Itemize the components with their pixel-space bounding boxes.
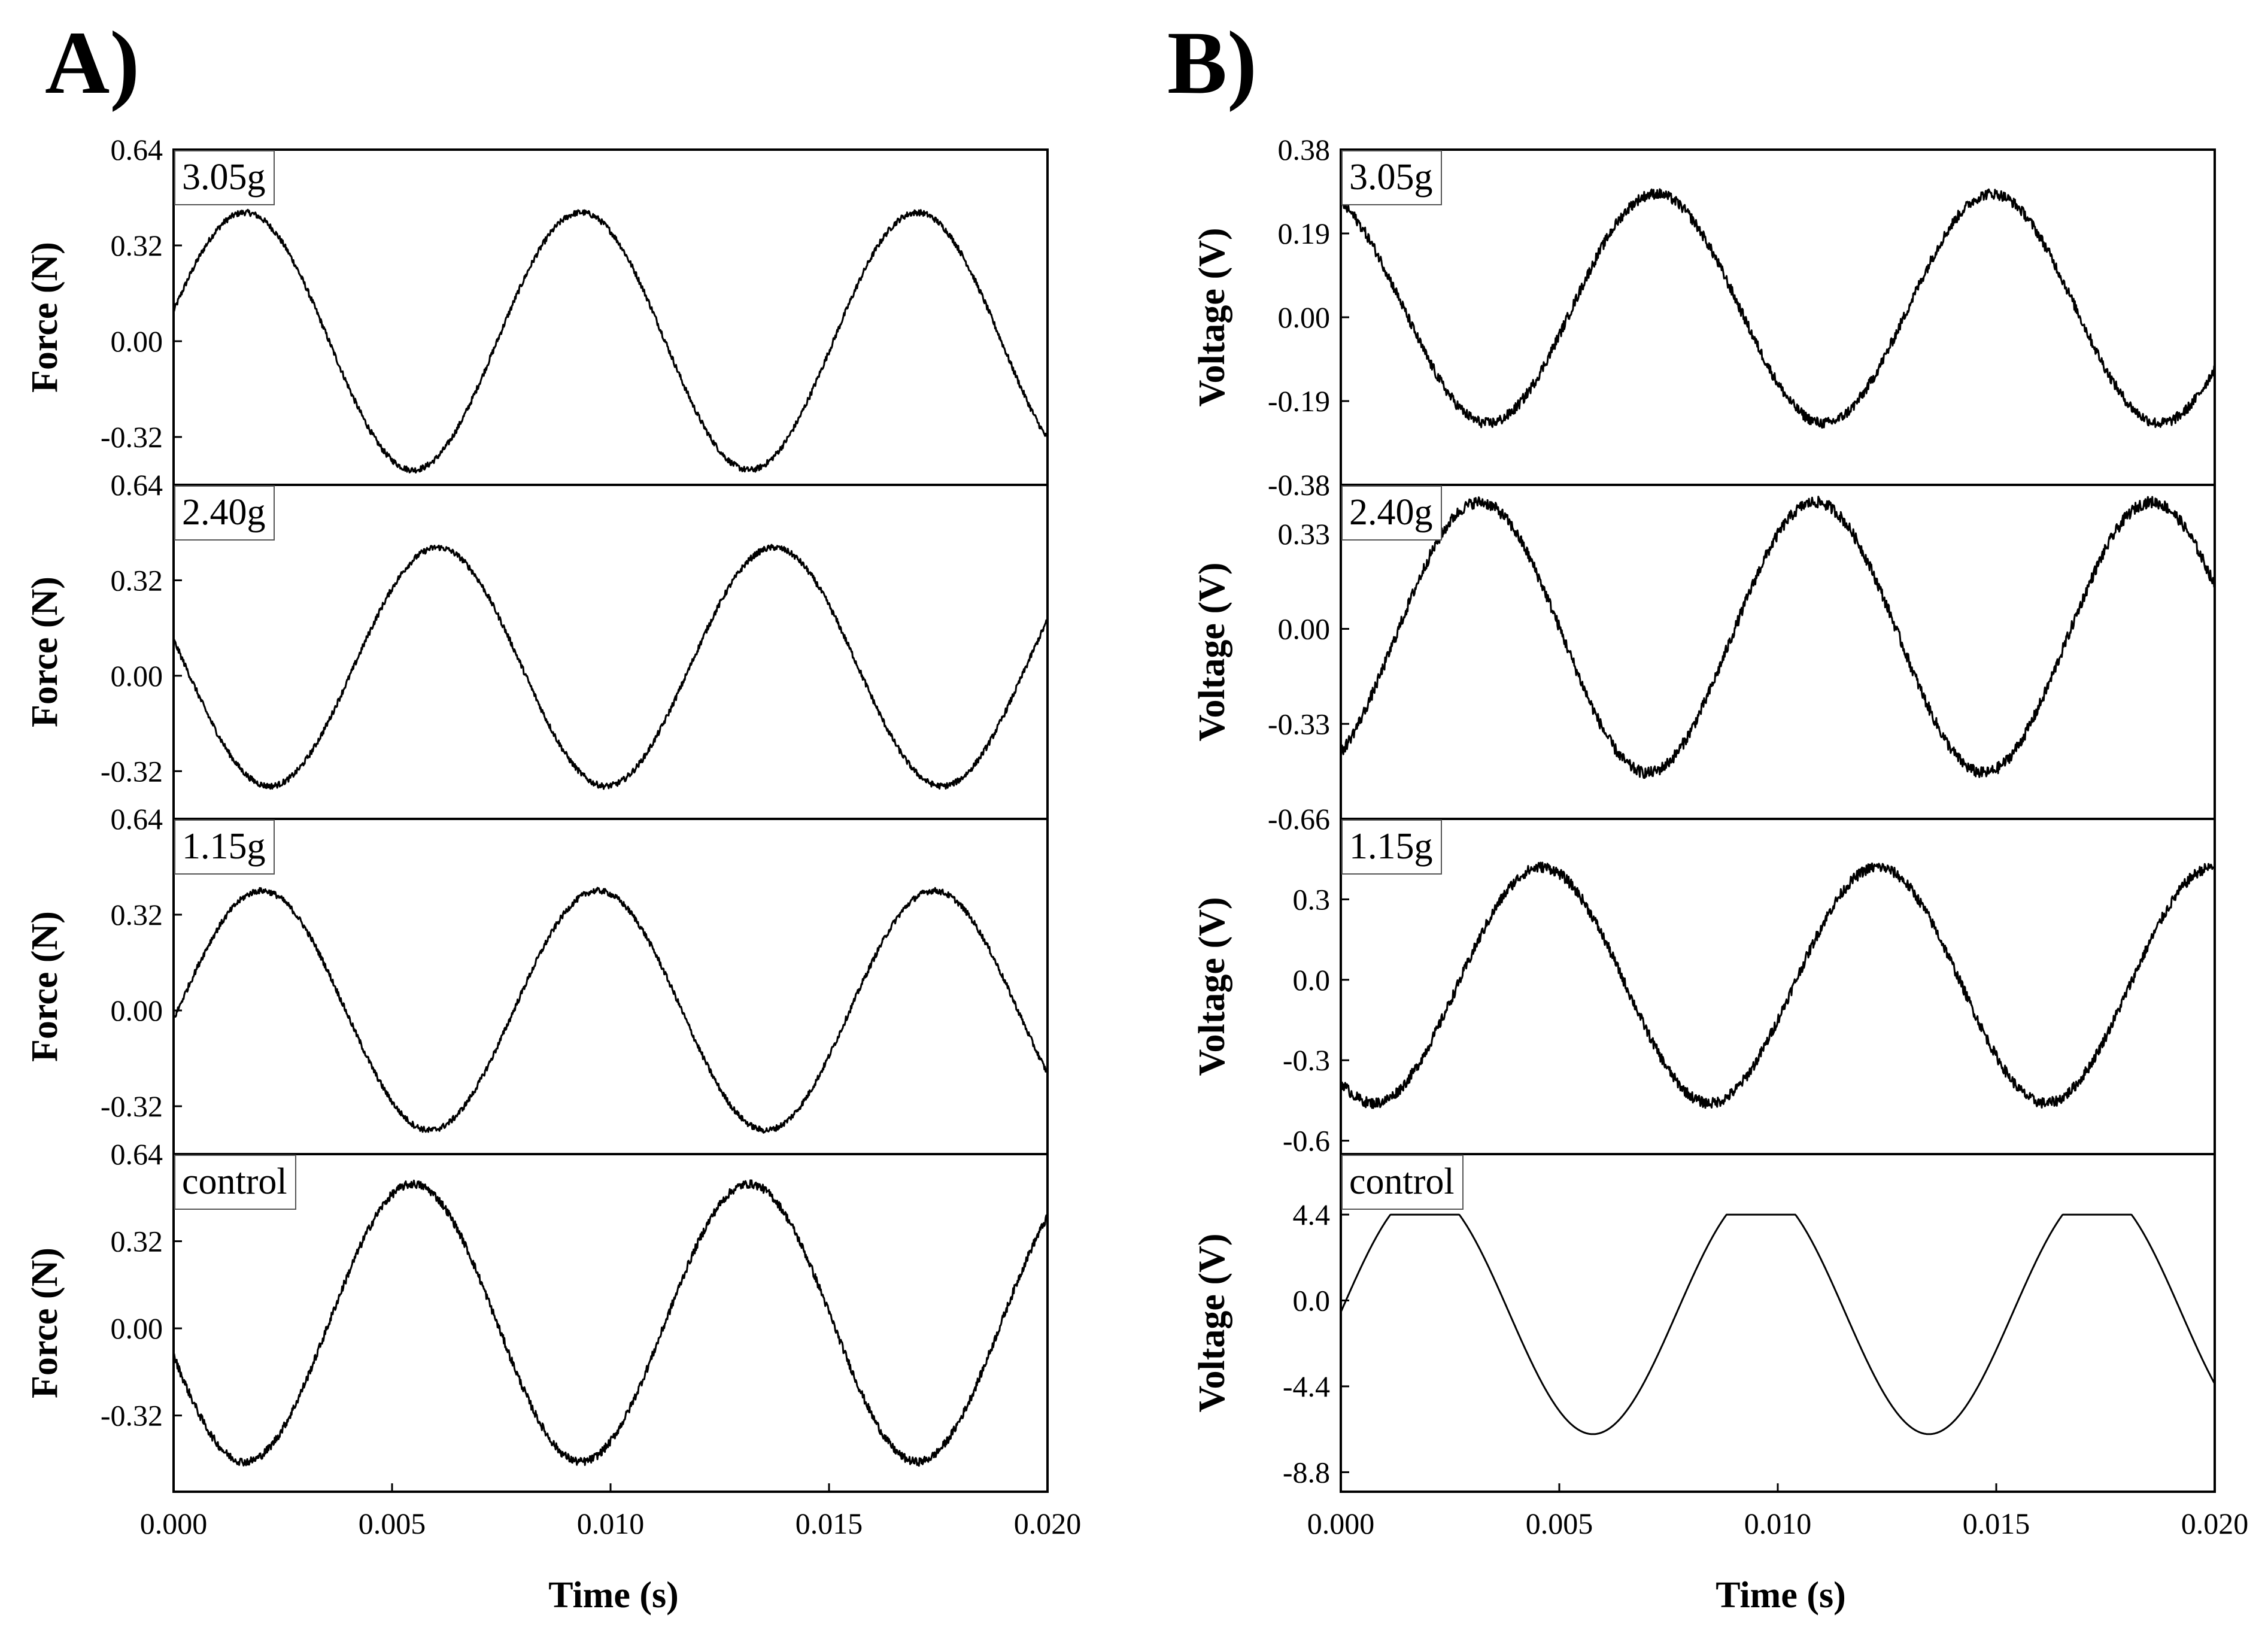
y-tick-label: 0.0 (1293, 1284, 1331, 1318)
y-tick-label: -0.66 (1268, 802, 1330, 836)
panel-a-sample-label-2: 2.40g (182, 492, 266, 533)
panel-b-frame-1 (1340, 148, 2216, 486)
panel-b-sample-label-1: 3.05g (1349, 157, 1433, 198)
x-tick-label: 0.000 (140, 1507, 208, 1540)
sample-label-box (1341, 1155, 1464, 1210)
y-tick-label: 0.32 (111, 898, 163, 931)
panel-b-trace-2 (1340, 496, 2215, 779)
y-tick-label: 0.33 (1278, 517, 1331, 551)
panel-a-subplot-4: 0.64 0.32 0.00 -0.32 Force (N) control 0.000 0.… (25, 1137, 1081, 1540)
y-tick-label: -8.8 (1283, 1455, 1330, 1489)
panel-a-frame-1 (172, 148, 1049, 486)
y-tick-label: -0.6 (1283, 1124, 1330, 1158)
y-tick-label: 4.4 (1293, 1198, 1331, 1231)
y-axis-label: Voltage (V) (1192, 897, 1232, 1076)
panel-a-title: A) (45, 13, 139, 113)
panel-b-x-axis-label: Time (s) (1716, 1575, 1846, 1616)
y-tick-label: 0.3 (1293, 882, 1331, 916)
panel-b-trace-1 (1340, 188, 2216, 429)
panel-a-subplot-1: 0.64 0.32 0.00 -0.32 Force (N) 3.05g (25, 133, 1049, 486)
sample-label-box (174, 819, 275, 875)
y-tick-label: -0.32 (101, 754, 163, 788)
y-tick-label: 0.38 (1278, 133, 1331, 166)
x-tick-label: 0.005 (1526, 1507, 1593, 1540)
y-tick-label: -4.4 (1283, 1370, 1330, 1403)
y-tick-label: -0.19 (1268, 384, 1330, 418)
y-axis-label: Voltage (V) (1192, 562, 1232, 741)
y-tick-label: 0.32 (111, 1225, 163, 1258)
x-tick-label: 0.015 (796, 1507, 863, 1540)
y-tick-label: 0.0 (1293, 963, 1331, 997)
x-tick-label: 0.020 (2181, 1507, 2249, 1540)
sample-label-box (174, 150, 275, 205)
y-tick-label: 0.19 (1278, 217, 1331, 250)
sample-label-box (1341, 485, 1442, 541)
y-axis-label: Force (N) (25, 242, 65, 393)
x-tick-label: 0.010 (1744, 1507, 1812, 1540)
panel-b-title: B) (1167, 13, 1257, 113)
panel-b-subplot-3: 0.3 0.0 -0.3 -0.6 Voltage (V) 1.15g (1192, 818, 2216, 1158)
sample-label-box (174, 485, 275, 541)
panel-b-sample-label-3: 1.15g (1349, 826, 1433, 867)
panel-b-sample-label-2: 2.40g (1349, 492, 1433, 533)
panel-b-frame-4 (1340, 1153, 2216, 1493)
y-tick-label: 0.00 (111, 1312, 163, 1345)
panel-a-sample-label-3: 1.15g (182, 826, 266, 867)
y-tick-label: -0.32 (101, 420, 163, 454)
panel-b-subplot-2: 0.33 0.00 -0.33 -0.66 Voltage (V) 2.40g (1192, 484, 2216, 836)
y-axis-label: Force (N) (25, 1247, 65, 1398)
sample-label-box (174, 1155, 296, 1210)
panel-b-trace-3 (1340, 861, 2216, 1109)
sample-label-box (1341, 150, 1442, 205)
y-tick-label: 0.64 (111, 802, 163, 836)
panel-b-trace-4 (1340, 1213, 2216, 1435)
y-tick-label: 0.32 (111, 229, 163, 262)
y-tick-label: 0.64 (111, 1137, 163, 1171)
panel-b-frame-3 (1340, 818, 2216, 1155)
sample-label-box (1341, 819, 1442, 875)
y-tick-label: 0.00 (111, 324, 163, 358)
x-tick-label: 0.005 (359, 1507, 426, 1540)
y-axis-label: Force (N) (25, 911, 65, 1062)
x-tick-label: 0.020 (1014, 1507, 1082, 1540)
y-axis-label: Voltage (V) (1192, 227, 1232, 406)
panel-a-subplot-2: 0.64 0.32 0.00 -0.32 Force (N) 2.40g (25, 468, 1049, 820)
x-tick-label: 0.015 (1963, 1507, 2030, 1540)
panel-a-trace-3 (172, 887, 1049, 1134)
y-tick-label: -0.3 (1283, 1043, 1330, 1077)
y-axis-label: Voltage (V) (1192, 1233, 1232, 1412)
panel-a-trace-4 (172, 1179, 1049, 1467)
y-axis-label: Force (N) (25, 576, 65, 727)
panel-a-subplot-3: 0.64 0.32 0.00 -0.32 Force (N) 1.15g (25, 802, 1049, 1155)
panel-a-trace-1 (172, 208, 1049, 474)
y-tick-label: -0.32 (101, 1399, 163, 1432)
panel-a-x-axis-label: Time (s) (548, 1575, 679, 1616)
panel-a-trace-2 (172, 544, 1049, 790)
panel-b-sample-label-4: control (1349, 1161, 1455, 1202)
panel-a-frame-3 (172, 818, 1049, 1155)
y-tick-label: 0.00 (111, 994, 163, 1027)
x-tick-label: 0.000 (1307, 1507, 1375, 1540)
y-tick-label: -0.38 (1268, 468, 1330, 502)
y-tick-label: 0.64 (111, 133, 163, 166)
panel-b-subplot-1: 0.38 0.19 0.00 -0.19 -0.38 Voltage (V) 3.05g (1192, 133, 2216, 502)
y-tick-label: -0.32 (101, 1089, 163, 1123)
x-tick-label: 0.010 (577, 1507, 645, 1540)
panel-a-sample-label-1: 3.05g (182, 157, 266, 198)
y-tick-label: 0.00 (1278, 300, 1331, 334)
y-tick-label: 0.64 (111, 468, 163, 502)
y-tick-label: -0.33 (1268, 707, 1330, 740)
y-tick-label: 0.00 (111, 659, 163, 693)
panel-b-subplot-4: 4.4 0.0 -4.4 -8.8 Voltage (V) control 0.000 0.0… (1192, 1153, 2249, 1540)
y-tick-label: 0.00 (1278, 612, 1331, 646)
panel-a-sample-label-4: control (182, 1161, 287, 1202)
y-tick-label: 0.32 (111, 563, 163, 597)
